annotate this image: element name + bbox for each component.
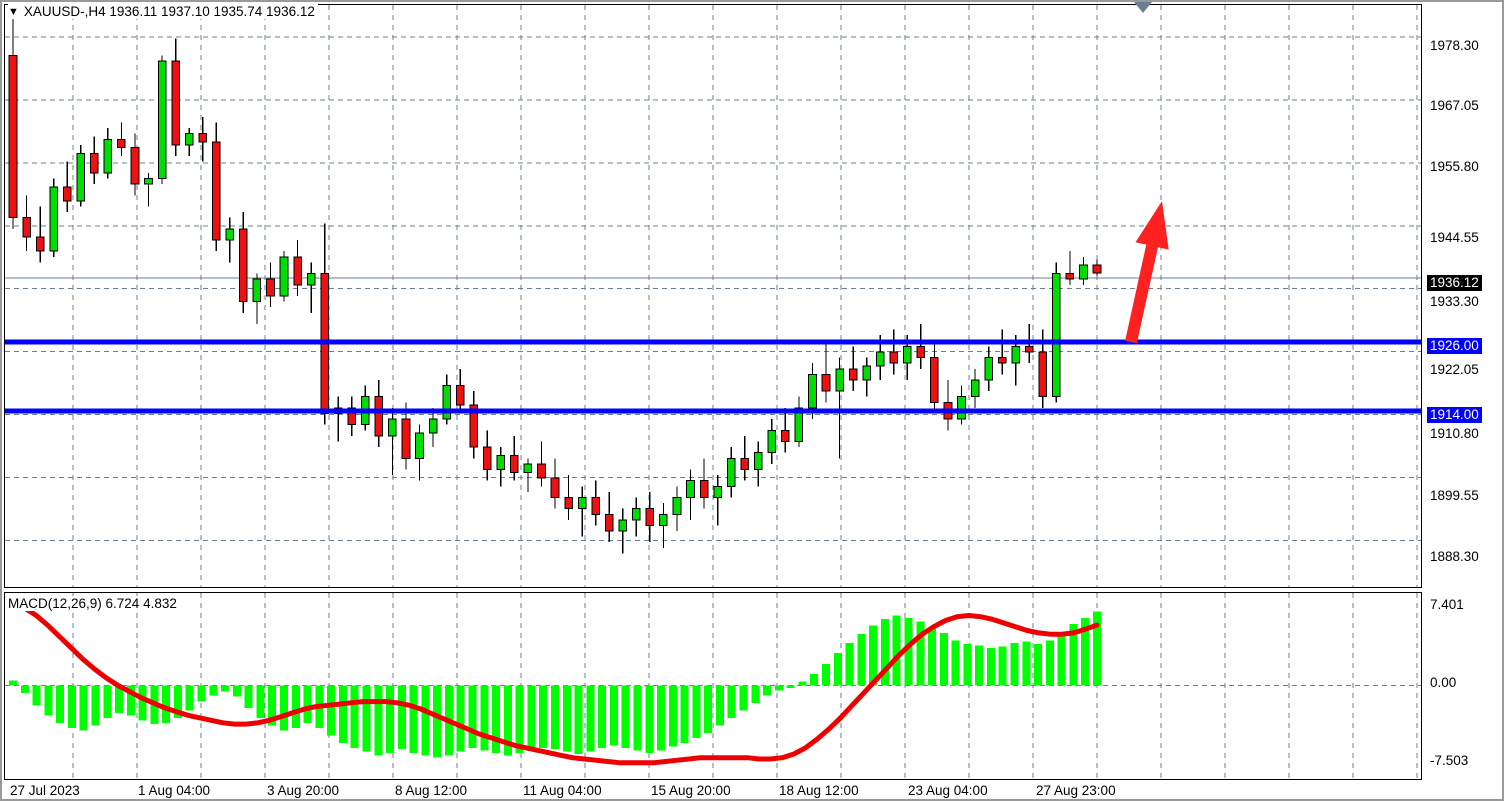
chart-title-text: XAUUSD-,H4 1936.11 1937.10 1935.74 1936.… <box>23 4 315 19</box>
macd-title: MACD(12,26,9) 6.724 4.832 <box>8 596 180 611</box>
price-tick-label: 1944.55 <box>1430 230 1479 245</box>
macd-scale[interactable]: 7.401 0.00 -7.503 <box>1426 592 1500 780</box>
price-scale[interactable]: 1978.30 1967.05 1955.80 1944.55 1936.12 1933.… <box>1426 4 1500 588</box>
time-tick-label: 8 Aug 12:00 <box>395 783 468 798</box>
price-chart-canvas <box>5 5 1421 587</box>
macd-tick-label: 7.401 <box>1430 597 1464 612</box>
price-tick-label: 1978.30 <box>1430 38 1479 53</box>
level-price-badge[interactable]: 1914.00 <box>1427 407 1482 423</box>
period-separator-marker <box>1134 2 1152 13</box>
macd-chart-canvas <box>5 593 1421 779</box>
price-chart-panel[interactable] <box>4 4 1422 588</box>
collapse-triangle-icon[interactable]: ▼ <box>8 6 19 18</box>
time-tick-label: 15 Aug 20:00 <box>651 783 731 798</box>
time-tick-label: 27 Aug 23:00 <box>1036 783 1116 798</box>
macd-indicator-panel[interactable] <box>4 592 1422 780</box>
chart-title: ▼ XAUUSD-,H4 1936.11 1937.10 1935.74 1936… <box>8 4 318 19</box>
current-price-badge[interactable]: 1936.12 <box>1427 275 1482 291</box>
time-tick-label: 27 Jul 2023 <box>10 783 80 798</box>
price-tick-label: 1967.05 <box>1430 98 1479 113</box>
time-tick-label: 23 Aug 04:00 <box>908 783 988 798</box>
price-tick-label: 1888.30 <box>1430 549 1479 564</box>
price-tick-label: 1899.55 <box>1430 488 1479 503</box>
macd-tick-label: 0.00 <box>1430 675 1457 690</box>
time-tick-label: 18 Aug 12:00 <box>779 783 859 798</box>
price-tick-label: 1922.05 <box>1430 362 1479 377</box>
macd-tick-label: -7.503 <box>1430 753 1469 768</box>
time-tick-label: 1 Aug 04:00 <box>138 783 211 798</box>
time-axis[interactable]: 27 Jul 2023 1 Aug 04:00 3 Aug 20:00 8 Aug 1… <box>4 780 1500 801</box>
price-tick-label: 1955.80 <box>1430 159 1479 174</box>
level-price-badge[interactable]: 1926.00 <box>1427 338 1482 354</box>
price-tick-label: 1933.30 <box>1430 294 1479 309</box>
time-tick-label: 11 Aug 04:00 <box>523 783 602 798</box>
time-tick-label: 3 Aug 20:00 <box>267 783 340 798</box>
price-tick-label: 1910.80 <box>1430 426 1479 441</box>
